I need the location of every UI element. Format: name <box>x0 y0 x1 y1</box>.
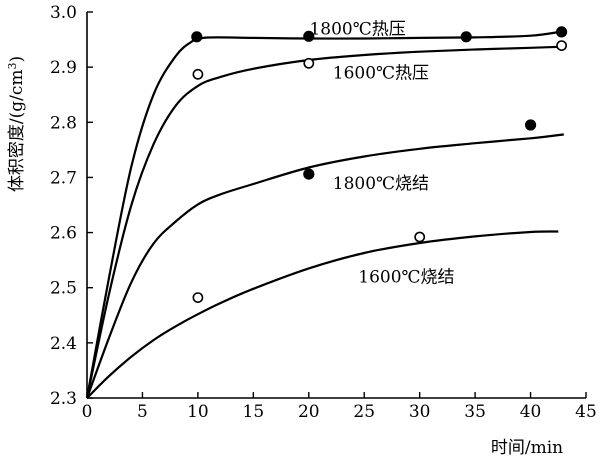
series-line-3 <box>86 230 559 399</box>
x-tick-label: 40 <box>520 402 542 422</box>
data-point-series-0 <box>460 31 472 43</box>
y-tick-label: 2.8 <box>50 113 77 133</box>
curve-label-3: 1600℃烧结 <box>358 268 454 288</box>
x-tick-label: 0 <box>82 402 93 422</box>
y-tick-label: 3.0 <box>50 3 77 23</box>
series-line-2 <box>85 133 564 399</box>
y-tick-label: 2.5 <box>50 279 77 299</box>
x-tick-label: 35 <box>464 402 486 422</box>
y-axis-label-main: 体积密度/(g/cm <box>7 70 27 193</box>
x-tick-label: 30 <box>409 402 431 422</box>
data-point-series-3 <box>414 231 426 243</box>
y-axis-ticks: 2.3 2.4 2.5 2.6 2.7 2.8 2.9 3.0 <box>50 3 93 409</box>
curve-label-0: 1800℃热压 <box>309 20 405 40</box>
y-tick-label: 2.6 <box>50 224 77 244</box>
x-tick-label: 25 <box>353 402 375 422</box>
data-point-series-2 <box>303 168 315 180</box>
data-point-series-0 <box>303 30 315 42</box>
x-tick-label: 20 <box>298 402 320 422</box>
data-point-series-2 <box>524 119 537 131</box>
x-tick-label: 15 <box>243 402 265 422</box>
axes <box>86 12 586 399</box>
y-tick-label: 2.4 <box>50 334 77 354</box>
y-axis-label-sup: 3 <box>6 63 19 70</box>
data-point-series-1 <box>192 68 204 80</box>
fit-curves <box>85 30 564 399</box>
y-axis-label: 体积密度/(g/cm3) <box>6 56 28 192</box>
data-point-series-0 <box>555 26 568 38</box>
curve-label-1: 1600℃热压 <box>333 64 429 84</box>
y-tick-label: 2.7 <box>50 168 77 188</box>
curve-labels: 1800℃热压 1600℃热压 1800℃烧结 1600℃烧结 <box>309 20 454 288</box>
y-tick-label: 2.3 <box>50 389 77 409</box>
series-line-0 <box>85 30 564 399</box>
curve-label-2: 1800℃烧结 <box>333 174 429 194</box>
data-point-series-1 <box>556 40 567 51</box>
x-axis-label: 时间/min <box>491 438 563 458</box>
x-tick-label: 10 <box>187 402 209 422</box>
data-point-series-0 <box>191 31 203 43</box>
data-point-series-3 <box>192 292 204 303</box>
x-tick-label: 5 <box>137 402 148 422</box>
x-tick-label: 45 <box>575 402 597 422</box>
series-line-1 <box>85 45 564 399</box>
data-points <box>191 26 568 303</box>
y-tick-label: 2.9 <box>50 58 77 78</box>
x-axis-ticks: 0 5 10 15 20 25 30 35 40 45 <box>82 392 597 422</box>
data-point-series-1 <box>303 57 315 69</box>
y-axis-label-close: ) <box>7 56 27 63</box>
